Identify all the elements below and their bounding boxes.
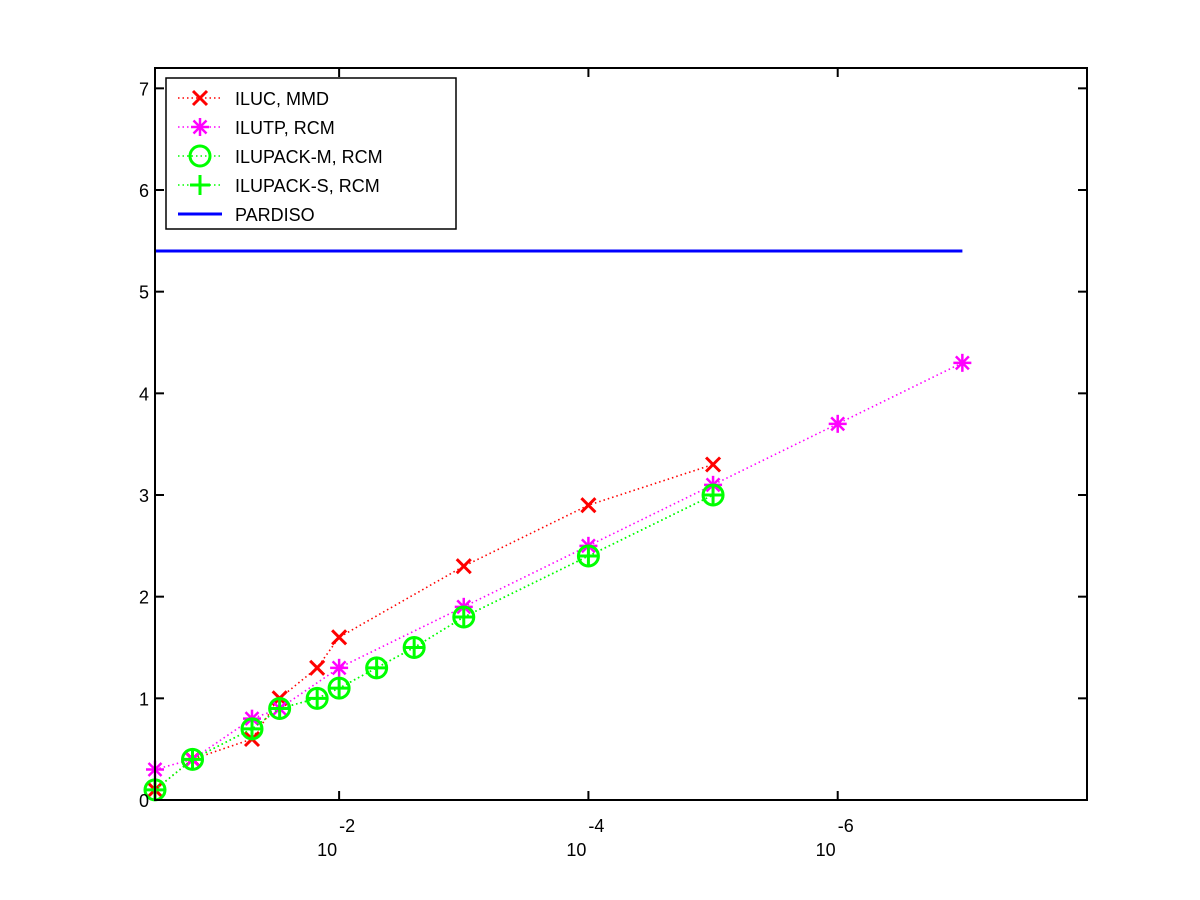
x-tick-label-base: 10 — [317, 840, 337, 860]
y-tick-label: 4 — [139, 384, 149, 404]
y-tick-label: 1 — [139, 689, 149, 709]
x-tick-label-base: 10 — [816, 840, 836, 860]
data-point-ilupack-s-rcm — [578, 546, 599, 566]
series-layer — [143, 249, 972, 802]
data-point-ilutp-rcm — [330, 658, 349, 677]
data-point-ilupack-s-rcm — [241, 718, 262, 739]
legend-box — [165, 77, 457, 230]
marker-stroke — [191, 89, 209, 107]
data-point-iluc-mmd — [309, 659, 326, 676]
legend-label-iluc-mmd: ILUC, MMD — [235, 89, 329, 109]
marker-stroke — [455, 558, 472, 575]
marker-stroke — [331, 629, 348, 646]
data-point-iluc-mmd — [580, 497, 597, 514]
x-tick-label-exponent: -4 — [588, 816, 604, 836]
marker-stroke — [704, 456, 722, 473]
marker-stroke — [192, 119, 208, 135]
legend-label-ilupack-s-rcm: ILUPACK-S, RCM — [235, 176, 380, 196]
x-tick-label-exponent: -2 — [339, 816, 355, 836]
data-point-ilupack-s-rcm — [404, 637, 425, 658]
y-tick-label: 3 — [139, 486, 149, 506]
y-tick-label: 6 — [139, 181, 149, 201]
marker-stroke — [188, 144, 212, 168]
marker-stroke — [580, 497, 597, 514]
legend-label-ilutp-rcm: ILUTP, RCM — [235, 118, 335, 138]
y-tick-label: 2 — [139, 588, 149, 608]
data-point-ilupack-s-rcm — [329, 678, 350, 699]
data-point-ilutp-rcm — [828, 414, 847, 433]
marker-stroke — [830, 416, 846, 432]
legend-label-pardiso: PARDISO — [235, 205, 315, 225]
y-tick-label: 5 — [139, 283, 149, 303]
series-line-iluc-mmd — [154, 463, 714, 791]
data-point-iluc-mmd — [704, 456, 722, 473]
data-point-ilupack-s-rcm — [182, 749, 203, 770]
data-point-iluc-mmd — [455, 558, 472, 575]
y-tick-label: 7 — [139, 79, 149, 99]
marker-stroke — [331, 660, 347, 676]
data-point-ilutp-rcm — [953, 353, 972, 372]
series-ilupack-s-rcm — [145, 485, 724, 800]
legend-marker-ilupack-s-rcm — [190, 175, 210, 195]
data-point-iluc-mmd — [331, 629, 348, 646]
marker-stroke — [309, 659, 326, 676]
series-line-ilutp-rcm — [154, 362, 963, 771]
legend: ILUC, MMD ILUTP, RCM ILUPACK-M, RCM ILUPACK… — [165, 77, 457, 230]
y-tick-label: 0 — [139, 791, 149, 811]
legend-marker-ilutp-rcm — [191, 118, 209, 136]
axes-box — [154, 67, 1088, 801]
data-point-ilupack-s-rcm — [453, 607, 474, 627]
x-tick-label-base: 10 — [566, 840, 586, 860]
data-point-ilupack-s-rcm — [366, 657, 387, 678]
data-point-ilupack-s-rcm — [307, 688, 328, 709]
data-point-ilupack-s-rcm — [703, 485, 724, 505]
legend-marker-ilupack-m-rcm — [188, 144, 212, 168]
data-point-ilupack-s-rcm — [269, 698, 290, 719]
legend-marker-iluc-mmd — [191, 89, 209, 107]
x-tick-label-exponent: -6 — [838, 816, 854, 836]
marker-stroke — [954, 355, 970, 371]
legend-label-ilupack-m-rcm: ILUPACK-M, RCM — [235, 147, 383, 167]
